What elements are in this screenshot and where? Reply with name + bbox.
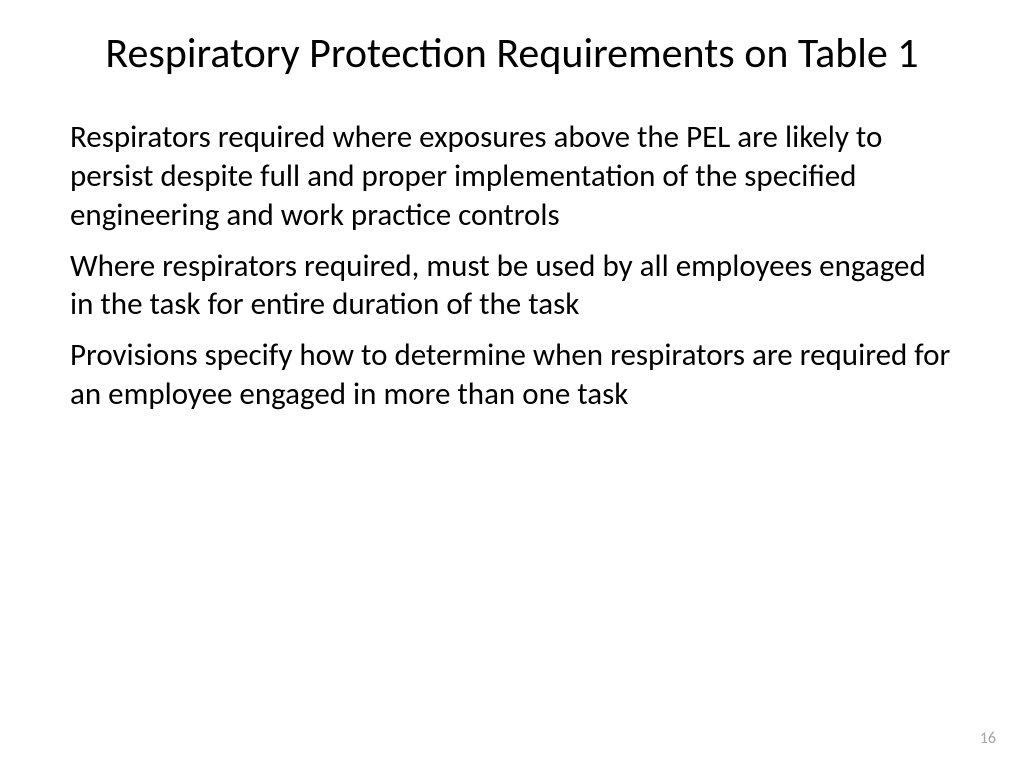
page-number: 16 bbox=[980, 729, 996, 748]
slide-body: Respirators required where exposures abo… bbox=[70, 118, 954, 728]
slide-title: Respiratory Protection Requirements on T… bbox=[70, 30, 954, 78]
body-paragraph: Where respirators required, must be used… bbox=[70, 247, 954, 325]
body-paragraph: Respirators required where exposures abo… bbox=[70, 118, 954, 234]
body-paragraph: Provisions specify how to determine when… bbox=[70, 336, 954, 414]
slide-container: Respiratory Protection Requirements on T… bbox=[0, 0, 1024, 768]
